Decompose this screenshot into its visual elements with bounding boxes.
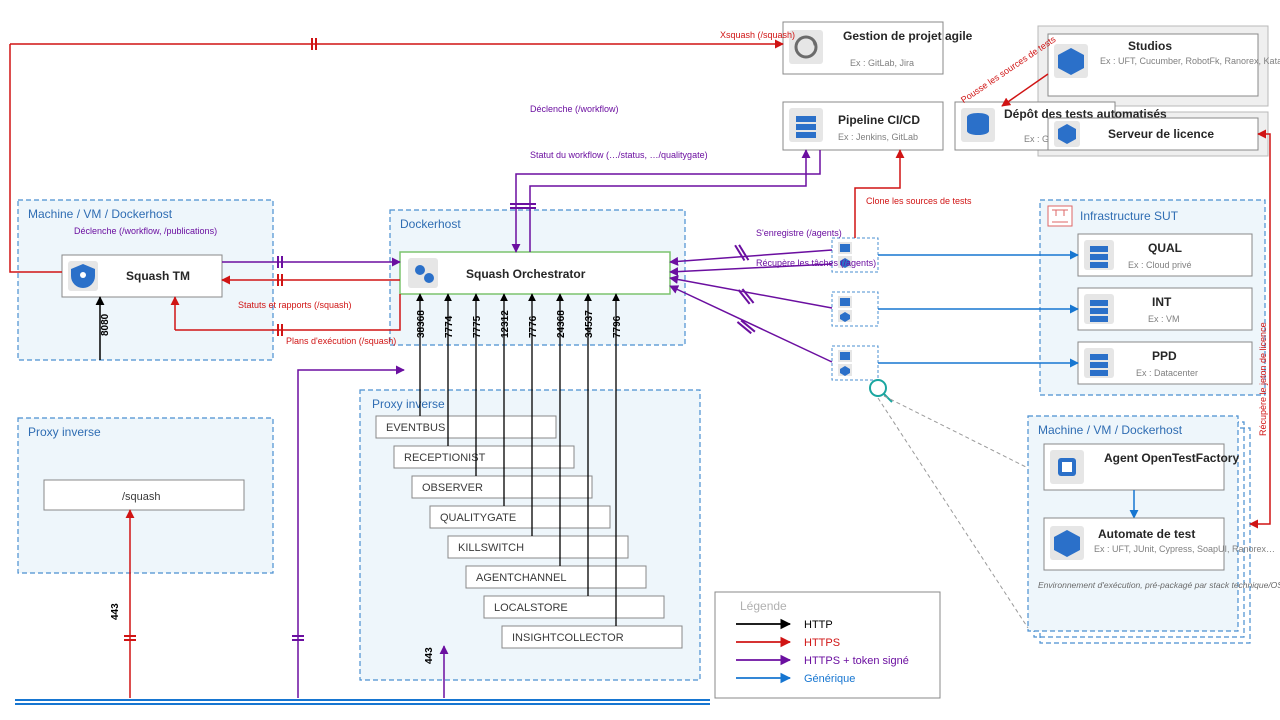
architecture-diagram: Machine / VM / Dockerhost Dockerhost Pro… [0,0,1280,720]
svg-text:EVENTBUS: EVENTBUS [386,422,445,434]
svg-text:Statuts et rapports (/squash): Statuts et rapports (/squash) [238,300,352,310]
legend: Légende HTTP HTTPS HTTPS + token signé Géné… [715,592,940,698]
svg-text:38368: 38368 [416,310,427,338]
container-proxy-left-label: Proxy inverse [28,425,101,439]
svg-text:Squash Orchestrator: Squash Orchestrator [466,267,586,281]
node-automate: Automate de test Ex : UFT, JUnit, Cypres… [1044,518,1275,570]
svg-text:QUALITYGATE: QUALITYGATE [440,512,516,524]
container-orch-label: Dockerhost [400,217,461,231]
container-agent-host-label: Machine / VM / Dockerhost [1038,423,1183,437]
node-int: INT Ex : VM [1078,288,1252,330]
svg-text:OBSERVER: OBSERVER [422,482,483,494]
svg-text:443: 443 [424,647,435,664]
magnifier-icon [870,380,886,396]
node-ppd: PPD Ex : Datacenter [1078,342,1252,384]
container-proxy-services-label: Proxy inverse [372,397,445,411]
svg-text:443: 443 [110,603,121,620]
node-studios: Studios Ex : UFT, Cucumber, RobotFk, Ran… [1048,34,1280,96]
svg-text:S'enregistre (/agents): S'enregistre (/agents) [756,228,842,238]
node-license: Serveur de licence [1048,118,1258,150]
node-agile: Gestion de projet agile Ex : GitLab, Jir… [783,22,973,74]
svg-text:7796: 7796 [612,315,623,338]
svg-text:Récupère le jeton de licence: Récupère le jeton de licence [1258,322,1268,436]
svg-text:Gestion de projet agile: Gestion de projet agile [843,29,973,43]
svg-text:Légende: Légende [740,599,787,613]
edge-clone [855,150,900,238]
svg-text:Studios: Studios [1128,39,1172,53]
svg-text:Ex : VM: Ex : VM [1148,314,1180,324]
svg-text:RECEPTIONIST: RECEPTIONIST [404,452,486,464]
svg-text:Ex : UFT, JUnit, Cypress, Soap: Ex : UFT, JUnit, Cypress, SoapUI, Ranore… [1094,544,1275,554]
node-squash-tm: Squash TM [62,255,222,297]
svg-text:Clone les sources de tests: Clone les sources de tests [866,196,972,206]
svg-text:HTTPS: HTTPS [804,637,840,649]
svg-text:LOCALSTORE: LOCALSTORE [494,602,568,614]
agent-pair-3 [832,346,878,380]
svg-text:Générique: Générique [804,673,855,685]
svg-text:/squash: /squash [122,491,161,503]
svg-text:HTTP: HTTP [804,619,833,631]
svg-text:7774: 7774 [444,315,455,338]
agent-pair-2 [832,292,878,326]
svg-text:Ex : Datacenter: Ex : Datacenter [1136,368,1198,378]
container-tm-host-label: Machine / VM / Dockerhost [28,207,173,221]
svg-text:Agent OpenTestFactory: Agent OpenTestFactory [1104,451,1239,465]
svg-text:7775: 7775 [472,315,483,338]
svg-text:Ex : GitLab, Jira: Ex : GitLab, Jira [850,58,914,68]
svg-text:Pipeline CI/CD: Pipeline CI/CD [838,113,920,127]
svg-text:Déclenche (/workflow, /publica: Déclenche (/workflow, /publications) [74,226,217,236]
svg-text:8080: 8080 [100,313,111,336]
svg-text:QUAL: QUAL [1148,241,1182,255]
svg-text:Ex : Jenkins, GitLab: Ex : Jenkins, GitLab [838,132,918,142]
svg-text:Automate de test: Automate de test [1098,527,1195,541]
svg-text:Déclenche (/workflow): Déclenche (/workflow) [530,104,619,114]
svg-text:Ex : UFT, Cucumber, RobotFk, R: Ex : UFT, Cucumber, RobotFk, Ranorex, Ka… [1100,56,1280,66]
svg-text:Ex : Cloud privé: Ex : Cloud privé [1128,260,1192,270]
svg-text:Récupère les tâches (/agents): Récupère les tâches (/agents) [756,258,876,268]
node-pipeline: Pipeline CI/CD Ex : Jenkins, GitLab [783,102,943,150]
agent-footnote: Environnement d'exécution, pré-packagé p… [1038,580,1280,590]
svg-text:Serveur de licence: Serveur de licence [1108,127,1214,141]
svg-text:AGENTCHANNEL: AGENTCHANNEL [476,572,566,584]
svg-text:INT: INT [1152,295,1172,309]
svg-text:Xsquash (/squash): Xsquash (/squash) [720,30,795,40]
svg-text:7776: 7776 [528,315,539,338]
svg-text:Statut du workflow (…/status,: Statut du workflow (…/status, …/qualityg… [530,150,708,160]
node-orchestrator: Squash Orchestrator [400,252,670,294]
node-agent-otf: Agent OpenTestFactory [1044,444,1239,490]
svg-text:Squash TM: Squash TM [126,269,190,283]
container-sut-label: Infrastructure SUT [1080,209,1179,223]
svg-text:INSIGHTCOLLECTOR: INSIGHTCOLLECTOR [512,632,624,644]
node-qual: QUAL Ex : Cloud privé [1078,234,1252,276]
svg-text:PPD: PPD [1152,349,1177,363]
svg-text:12312: 12312 [500,310,511,338]
svg-text:Plans d'exécution (/squash): Plans d'exécution (/squash) [286,336,396,346]
svg-text:HTTPS + token signé: HTTPS + token signé [804,655,909,667]
svg-text:KILLSWITCH: KILLSWITCH [458,542,524,554]
svg-text:24368: 24368 [556,310,567,338]
svg-text:34537: 34537 [584,310,595,338]
